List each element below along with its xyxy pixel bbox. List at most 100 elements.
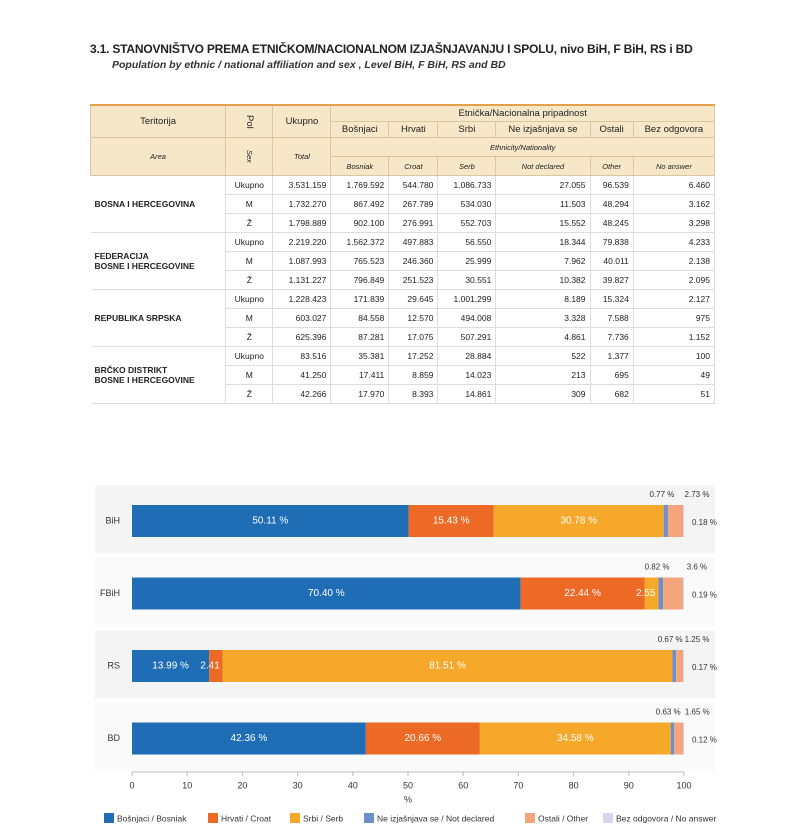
value-label: 15.43 % xyxy=(433,516,470,527)
cell-value: 682 xyxy=(589,384,634,404)
cell-value: 796.849 xyxy=(330,270,390,290)
x-tick-label: 10 xyxy=(182,780,192,790)
cell-value: 1.732.270 xyxy=(272,194,332,214)
column-header-en: Total xyxy=(272,137,332,176)
value-label: 70.40 % xyxy=(308,588,345,599)
cell-value: 534.030 xyxy=(437,194,497,214)
cell-value: 15.324 xyxy=(589,289,634,309)
x-tick-label: 50 xyxy=(403,780,413,790)
x-tick-label: 20 xyxy=(237,780,247,790)
cell-value: 765.523 xyxy=(330,251,390,271)
x-tick-label: 40 xyxy=(348,780,358,790)
cell-value: 1.001.299 xyxy=(437,289,497,309)
data-table: Teritorija Pol Ukupno Etnička/Nacionalna pr… xyxy=(89,104,716,404)
column-header: Teritorija xyxy=(89,104,227,138)
cell-value: 100 xyxy=(632,346,716,366)
value-label: 0.17 % xyxy=(692,663,717,672)
cell-value: 28.884 xyxy=(437,346,497,366)
cell-value: 1.798.889 xyxy=(272,213,332,233)
cell-value: 42.266 xyxy=(272,384,332,404)
column-header-en: Sex xyxy=(225,137,274,176)
legend-label: Ne izjašnjava se / Not declared xyxy=(377,813,494,823)
cell-value: 7.588 xyxy=(589,308,634,328)
value-label: 42.36 % xyxy=(231,733,268,744)
bar-segment xyxy=(132,505,409,537)
cell-value: 213 xyxy=(495,365,591,385)
bar-segment xyxy=(222,650,673,682)
bar-segment xyxy=(132,577,521,610)
value-label: 22.44 % xyxy=(564,588,601,599)
bar-segment xyxy=(520,577,645,610)
x-tick-label: 70 xyxy=(513,780,523,790)
region-name-line: FEDERACIJA xyxy=(94,251,149,261)
cell-value: 8.859 xyxy=(388,365,439,385)
cell-value: 522 xyxy=(495,346,591,366)
value-label: 0.63 % xyxy=(656,708,681,717)
legend-label: Bez odgovora / No answer xyxy=(616,813,716,823)
x-tick-label: 80 xyxy=(569,780,579,790)
data-row: M 1.087.993 765.523 246.360 25.999 7.962 40.01… xyxy=(91,251,716,271)
cell-value: 4.233 xyxy=(632,232,716,252)
cell-value: 1.377 xyxy=(589,346,634,366)
region-name-line: REPUBLIKA SRPSKA xyxy=(94,313,182,323)
bar-segment xyxy=(658,577,664,610)
bar-segment xyxy=(132,722,366,755)
cell-value: 51 xyxy=(632,384,716,404)
sex: Ž xyxy=(225,327,274,347)
legend-swatch xyxy=(364,813,374,823)
cell-value: 27.055 xyxy=(495,175,591,195)
x-axis-label: % xyxy=(404,794,412,804)
bar-segment xyxy=(674,722,684,755)
value-label: 0.77 % xyxy=(649,490,674,499)
cell-value: 29.645 xyxy=(388,289,439,309)
bar-segment xyxy=(663,505,668,537)
x-tick-label: 100 xyxy=(676,780,691,790)
bar-segment xyxy=(132,650,210,682)
column-header-en: Not declared xyxy=(495,156,591,176)
cell-value: 975 xyxy=(632,308,716,328)
cell-value: 41.250 xyxy=(272,365,332,385)
cell-value: 251.523 xyxy=(388,270,439,290)
header-row: Teritorija Pol Ukupno Etnička/Nacionalna pr… xyxy=(89,104,715,138)
region-name: BOSNA I HERCEGOVINA xyxy=(90,175,227,233)
cell-value: 10.382 xyxy=(495,270,591,290)
sex: Ž xyxy=(225,213,274,233)
bar-segment xyxy=(683,722,684,755)
cell-value: 39.827 xyxy=(589,270,634,290)
legend-swatch xyxy=(525,813,535,823)
region-name-line: BOSNE I HERCEGOVINE xyxy=(94,375,195,385)
value-label: 1.65 % xyxy=(685,708,710,717)
legend-swatch xyxy=(290,813,300,823)
cell-value: 87.281 xyxy=(330,327,390,347)
section-number: 3.1. xyxy=(90,42,110,56)
data-row: Ž 1.798.889 902.100 276.991 552.703 15.552 48.… xyxy=(91,213,716,233)
cell-value: 309 xyxy=(495,384,591,404)
sex: M xyxy=(225,308,274,328)
bar-segment xyxy=(683,650,684,682)
column-header: Ukupno xyxy=(272,104,332,138)
data-row: M 41.250 17.411 8.859 14.023 213 695 49 xyxy=(91,365,716,385)
sex: Ukupno xyxy=(225,232,274,252)
subtitle: Population by ethnic / national affiliat… xyxy=(112,59,506,71)
value-label: 0.18 % xyxy=(692,518,717,527)
cell-value: 2.219.220 xyxy=(272,232,332,252)
cell-value: 8.189 xyxy=(495,289,591,309)
cell-value: 1.087.993 xyxy=(272,251,332,271)
value-label: 3.6 % xyxy=(687,563,707,572)
cell-value: 48.294 xyxy=(589,194,634,214)
cell-value: 49 xyxy=(632,365,716,385)
header-row: Area Sex Total Ethnicity/Nationality xyxy=(89,137,715,176)
data-row: FEDERACIJA BOSNE I HERCEGOVINE Ukupno 2.219… xyxy=(90,232,716,290)
sex: Ž xyxy=(225,270,274,290)
bar-segment xyxy=(682,577,684,610)
region-name: FEDERACIJA BOSNE I HERCEGOVINE xyxy=(90,232,227,290)
cell-value: 3.162 xyxy=(632,194,716,214)
sex: Ž xyxy=(225,384,274,404)
cell-value: 494.008 xyxy=(437,308,497,328)
legend-swatch xyxy=(208,813,218,823)
bar-segment xyxy=(644,577,659,610)
legend-swatch xyxy=(104,813,114,823)
value-label: 0.12 % xyxy=(692,736,717,745)
data-row: BOSNA I HERCEGOVINA Ukupno 3.531.159 1.769.… xyxy=(90,175,716,233)
column-header-en: Other xyxy=(589,156,634,176)
